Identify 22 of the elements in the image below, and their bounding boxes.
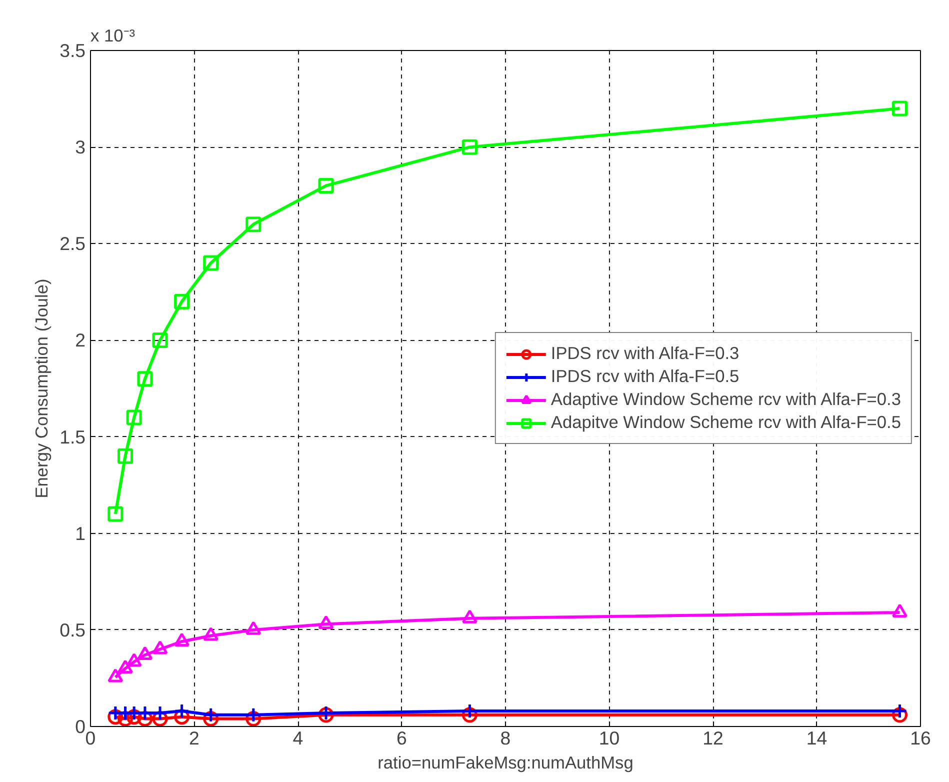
x-tick-label: 8 [500, 728, 511, 748]
x-tick-label: 16 [910, 728, 931, 748]
x-tick-label: 4 [292, 728, 304, 748]
x-tick-label: 12 [702, 728, 724, 748]
x-tick-label: 14 [806, 728, 828, 748]
y-tick-label: 3.5 [60, 40, 86, 61]
y-tick-label: 3 [75, 136, 86, 158]
legend-label: Adaptive Window Scheme rcv with Alfa-F=0.3 [550, 389, 901, 410]
y-tick-label: 1.5 [60, 426, 86, 448]
y-axis-title: Energy Consumption (Joule) [32, 278, 52, 498]
y-tick-label: 0.5 [60, 619, 86, 640]
y-tick-label: 1 [75, 522, 86, 544]
x-tick-label: 10 [598, 728, 620, 748]
y-tick-label: 2.5 [60, 233, 86, 254]
x-axis-title: ratio=numFakeMsg:numAuthMsg [378, 752, 634, 772]
y-tick-label: 2 [75, 330, 86, 351]
text: x 10⁻³ [90, 26, 136, 46]
legend-label: IPDS rcv with Alfa-F=0.3 [550, 343, 740, 364]
legend-label: Adapitve Window Scheme rcv with Alfa-F=0.5 [550, 412, 901, 433]
legend-label: IPDS rcv with Alfa-F=0.5 [550, 366, 740, 387]
x-tick-label: 6 [396, 728, 407, 748]
x-tick-label: 2 [189, 728, 200, 748]
